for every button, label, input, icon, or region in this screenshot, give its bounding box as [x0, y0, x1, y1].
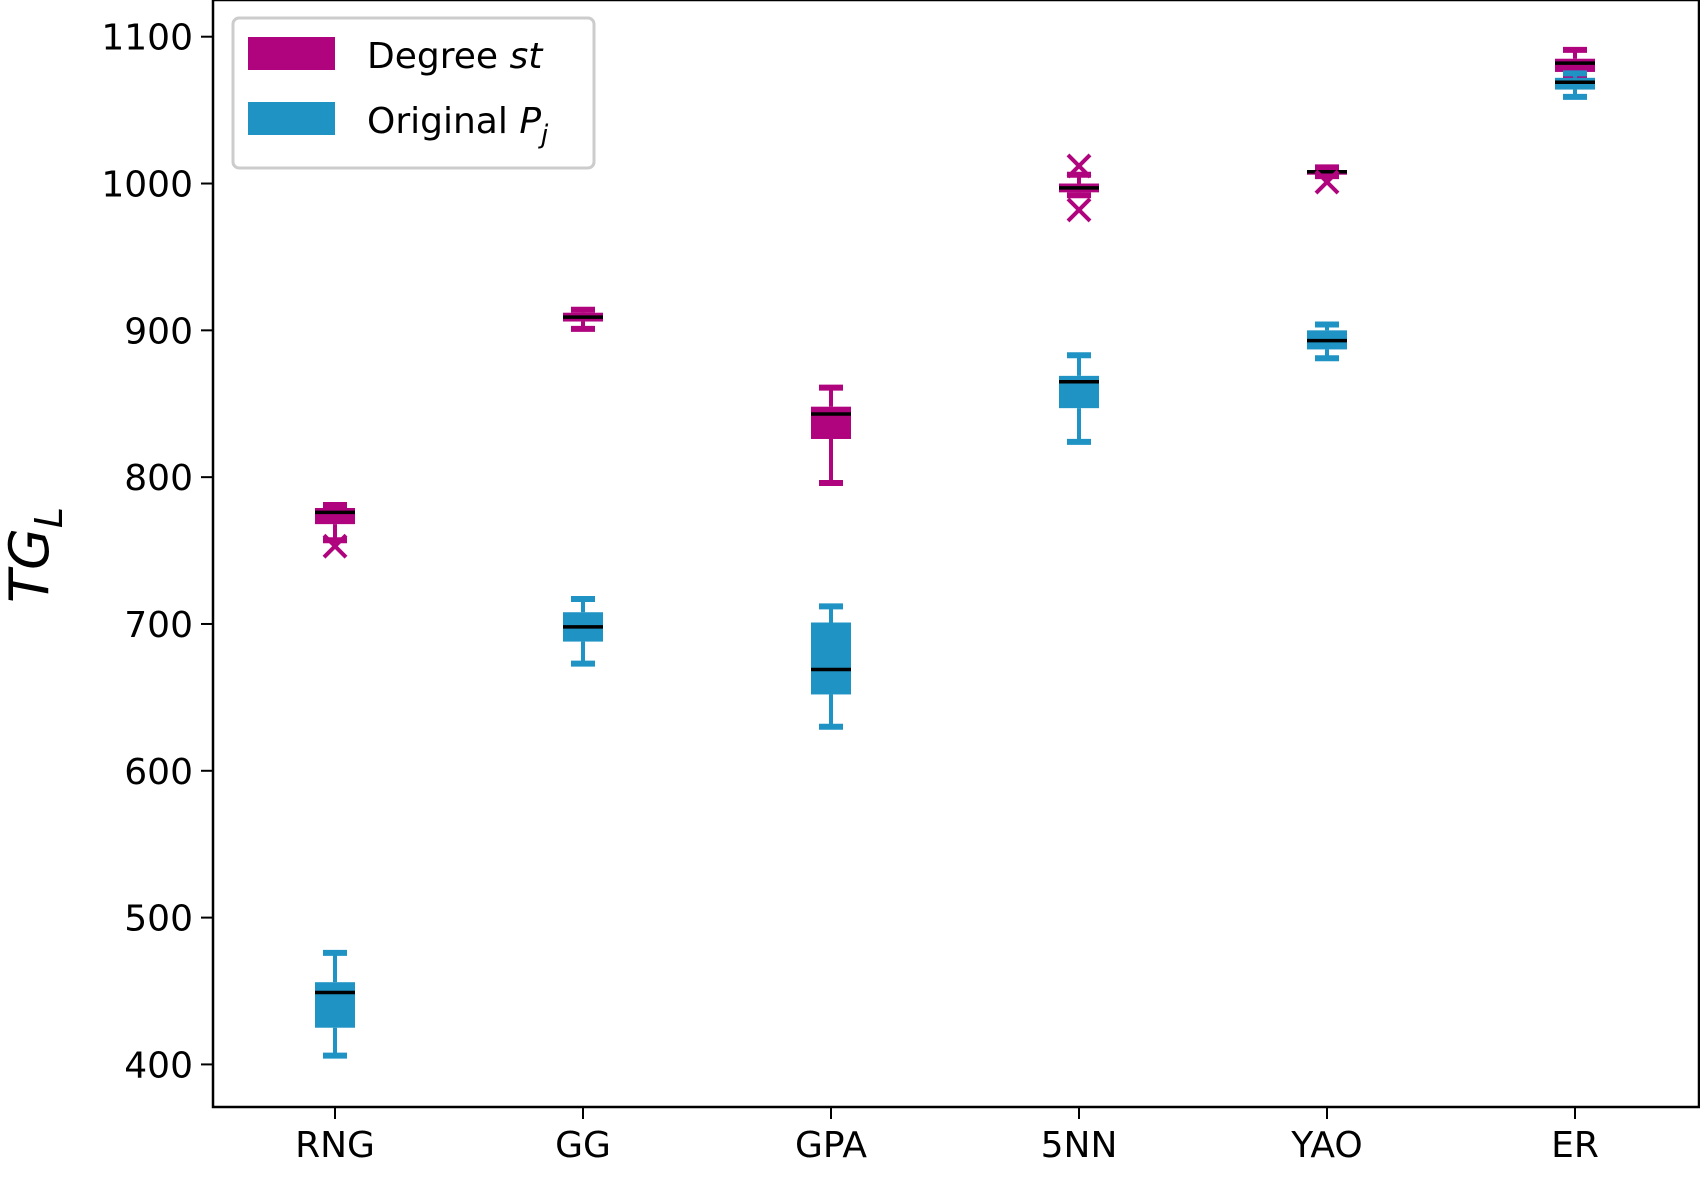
y-tick-label: 1100	[101, 18, 193, 59]
y-tick-label: 700	[124, 605, 193, 646]
y-tick-label: 400	[124, 1045, 193, 1086]
box-er-series-0	[1555, 46, 1595, 80]
box-gg-series-1	[563, 596, 603, 667]
x-tick-label: YAO	[1290, 1125, 1363, 1166]
box-gg-series-0	[563, 306, 603, 332]
flier-marker	[322, 533, 348, 559]
x-tick-label: ER	[1551, 1125, 1599, 1166]
legend-swatch	[248, 37, 335, 70]
y-axis-label-text: TGL	[0, 507, 71, 603]
box-gpa-series-1	[811, 603, 851, 730]
axes: 400 500 600 700 800 900 1000 1100 RNG GG GPA 5NN YAO…	[101, 0, 1700, 1166]
box-5nn-series-1	[1059, 352, 1099, 445]
box-body	[315, 507, 355, 525]
box-body	[811, 622, 851, 695]
axes-frame	[211, 0, 1700, 1109]
box-rng-series-1	[315, 949, 355, 1059]
legend-label: Degree st	[367, 36, 544, 77]
box-body	[811, 406, 851, 439]
box-yao-series-0	[1307, 164, 1347, 195]
legend: Degree st Original Pj	[231, 16, 596, 170]
box-body	[1555, 58, 1595, 72]
box-yao-series-1	[1307, 321, 1347, 362]
plot-area	[315, 46, 1595, 1059]
x-tick-label: GPA	[795, 1125, 867, 1166]
box-gpa-series-0	[811, 384, 851, 487]
flier-marker	[1066, 153, 1092, 179]
y-tick-label: 900	[124, 311, 193, 352]
y-tick-label: 500	[124, 899, 193, 940]
box-5nn-series-0	[1059, 153, 1099, 223]
y-axis-label: TGL	[0, 507, 71, 603]
legend-swatch	[248, 102, 335, 135]
flier-marker	[1066, 197, 1092, 223]
x-tick-label: GG	[555, 1125, 611, 1166]
x-tick-label: 5NN	[1041, 1125, 1118, 1166]
legend-label: Original Pj	[367, 101, 549, 150]
y-tick-label: 800	[124, 458, 193, 499]
y-tick-label: 600	[124, 752, 193, 793]
x-tick-label: RNG	[295, 1125, 375, 1166]
box-rng-series-0	[315, 502, 355, 559]
flier-marker	[1314, 169, 1340, 195]
box-er-series-1	[1555, 70, 1595, 100]
y-tick-label: 1000	[101, 165, 193, 206]
box-body	[315, 982, 355, 1028]
